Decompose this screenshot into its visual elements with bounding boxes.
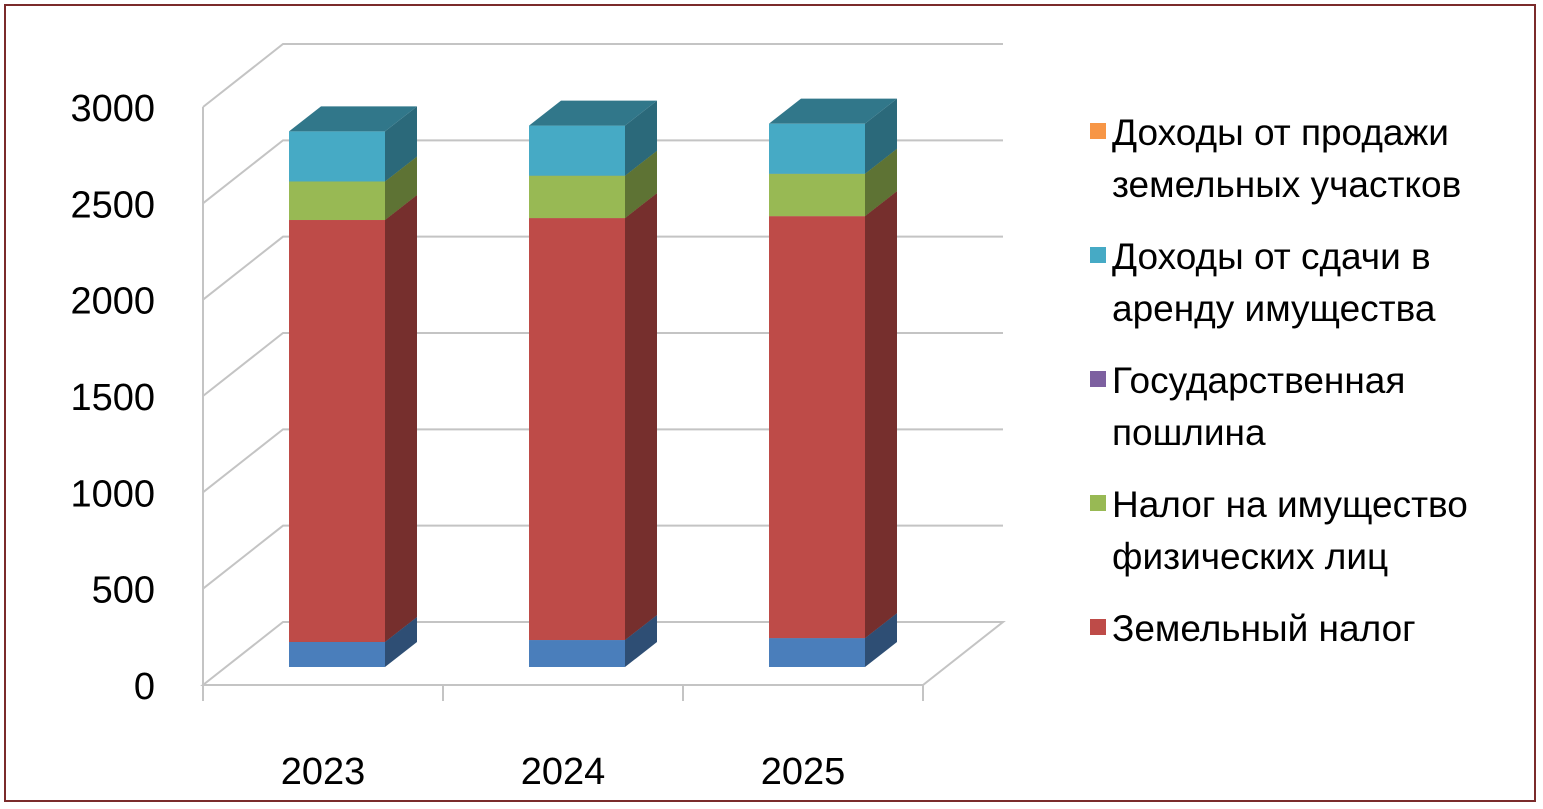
legend-swatch [1090,123,1106,139]
bar-front [529,125,625,176]
legend-swatch [1090,247,1106,263]
bar-front [769,173,865,217]
bar-side [865,98,897,174]
legend-label: Государственная [1112,360,1405,401]
bar-front [529,218,625,641]
bar-segment [529,100,657,176]
legend-item: Государственная пошлина [1090,360,1405,453]
legend-label: аренду имущества [1112,288,1436,329]
bar-segment [769,98,897,174]
bar-top [769,98,897,124]
gridline [202,428,1003,494]
bar-segment [769,191,897,639]
legend-label: земельных участков [1112,164,1461,205]
gridline [202,332,1003,397]
bar-side [865,191,897,639]
legend-item: Земельный налог [1090,608,1416,649]
bar-side [385,106,417,182]
bar-top [289,106,417,132]
legend-item: Доходы от продажи земельных участков [1090,112,1461,205]
legend-swatch [1090,619,1106,635]
bars [289,98,897,667]
bar-front [289,181,385,221]
x-tick-label: 2024 [521,751,606,793]
y-axis: 0 500 1000 1500 2000 2500 3000 [70,88,155,708]
legend-item: Налог на имущество физических лиц [1090,484,1468,577]
bar-top [529,100,657,126]
y-tick-label: 1500 [70,377,155,419]
bar-front [289,131,385,182]
y-tick-label: 0 [134,666,155,708]
y-tick-label: 3000 [70,88,155,130]
gridline [202,235,1003,301]
bar-side [625,615,657,667]
y-tick-label: 2500 [70,184,155,226]
bar-side [385,616,417,667]
bar-front [289,220,385,642]
legend-label: Налог на имущество [1112,484,1468,525]
legend-label: физических лиц [1112,536,1388,577]
bar-side [865,613,897,667]
y-tick-label: 1000 [70,473,155,515]
bar-side [625,150,657,219]
bar-front [529,175,625,219]
bar-front [769,123,865,174]
legend-item: Доходы от сдачи в аренду имущества [1090,236,1436,329]
legend-swatch [1090,495,1106,511]
bar-segment [529,193,657,641]
gridlines [202,43,1003,590]
bar-side [385,156,417,221]
bar-side [385,195,417,642]
bar-front [289,641,385,667]
x-tick-label: 2023 [281,751,366,793]
x-axis: 2023 2024 2025 [202,685,924,793]
bar-segment [289,106,417,182]
chart-frame [4,4,1536,802]
bar-front [529,640,625,667]
bar-front [769,638,865,667]
y-tick-label: 2000 [70,281,155,323]
legend-label: пошлина [1112,412,1266,453]
legend-swatch [1090,371,1106,387]
gridline [202,524,1003,590]
x-tick-label: 2025 [761,751,846,793]
bar-side [625,193,657,641]
y-tick-label: 500 [92,570,155,612]
bar-segment [289,195,417,642]
gridline [202,139,1003,205]
legend-label: Земельный налог [1112,608,1416,649]
bar-front [769,216,865,639]
gridline [202,43,1003,108]
legend-label: Доходы от сдачи в [1112,236,1431,277]
legend-label: Доходы от продажи [1112,112,1449,153]
bar-side [625,100,657,176]
bar-side [865,148,897,217]
